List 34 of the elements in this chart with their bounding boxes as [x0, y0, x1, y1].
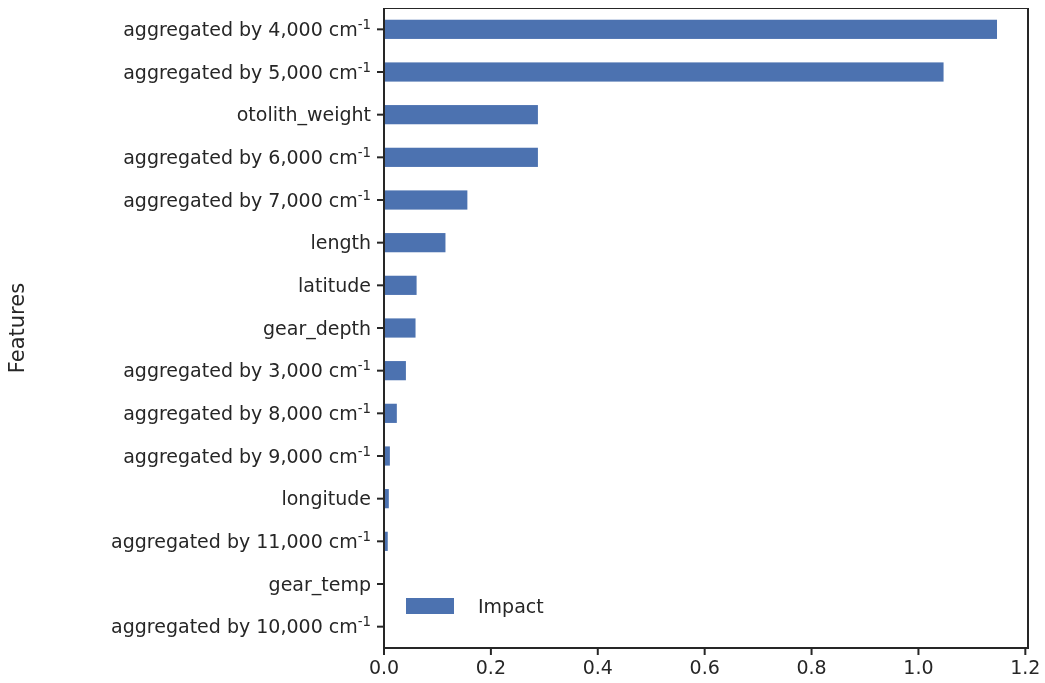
x-tick-label: 0.6 — [689, 656, 720, 678]
y-tick-label: aggregated by 6,000 cm$^{-1}$ — [123, 144, 371, 168]
bar — [384, 190, 468, 210]
bar — [384, 403, 397, 423]
y-tick-label: aggregated by 4,000 cm$^{-1}$ — [123, 16, 371, 40]
y-tick-label: aggregated by 3,000 cm$^{-1}$ — [123, 357, 371, 382]
y-tick-label: aggregated by 9,000 cm$^{-1}$ — [123, 443, 371, 467]
bar — [384, 19, 997, 39]
bar — [384, 62, 944, 82]
y-tick-label: length — [310, 231, 371, 254]
bar — [384, 275, 417, 295]
x-tick-label: 0.8 — [796, 656, 827, 678]
y-tick-label: gear_temp — [268, 572, 371, 596]
bar — [384, 105, 538, 125]
x-tick-label: 0.0 — [368, 656, 400, 678]
x-tick-label: 1.2 — [1010, 656, 1041, 678]
bar — [384, 318, 416, 338]
y-tick-label: aggregated by 8,000 cm$^{-1}$ — [123, 400, 371, 424]
y-tick-label: gear_depth — [262, 316, 371, 340]
y-tick-label: otolith_weight — [236, 103, 371, 127]
y-tick-label: longitude — [281, 487, 371, 510]
y-tick-label: aggregated by 10,000 cm$^{-1}$ — [111, 613, 371, 638]
x-tick-label: 0.4 — [582, 656, 613, 678]
legend-label: Impact — [478, 594, 544, 617]
y-tick-label: latitude — [298, 273, 371, 296]
y-tick-label: aggregated by 11,000 cm$^{-1}$ — [111, 528, 371, 552]
x-tick-label: 0.2 — [475, 656, 506, 678]
bar — [384, 233, 446, 253]
y-tick-label: aggregated by 5,000 cm$^{-1}$ — [123, 59, 371, 83]
bar — [384, 147, 538, 167]
y-tick-label: aggregated by 7,000 cm$^{-1}$ — [123, 187, 371, 211]
bar — [384, 361, 406, 381]
y-axis-title: Features — [5, 282, 29, 374]
x-tick-label: 1.0 — [903, 656, 934, 678]
